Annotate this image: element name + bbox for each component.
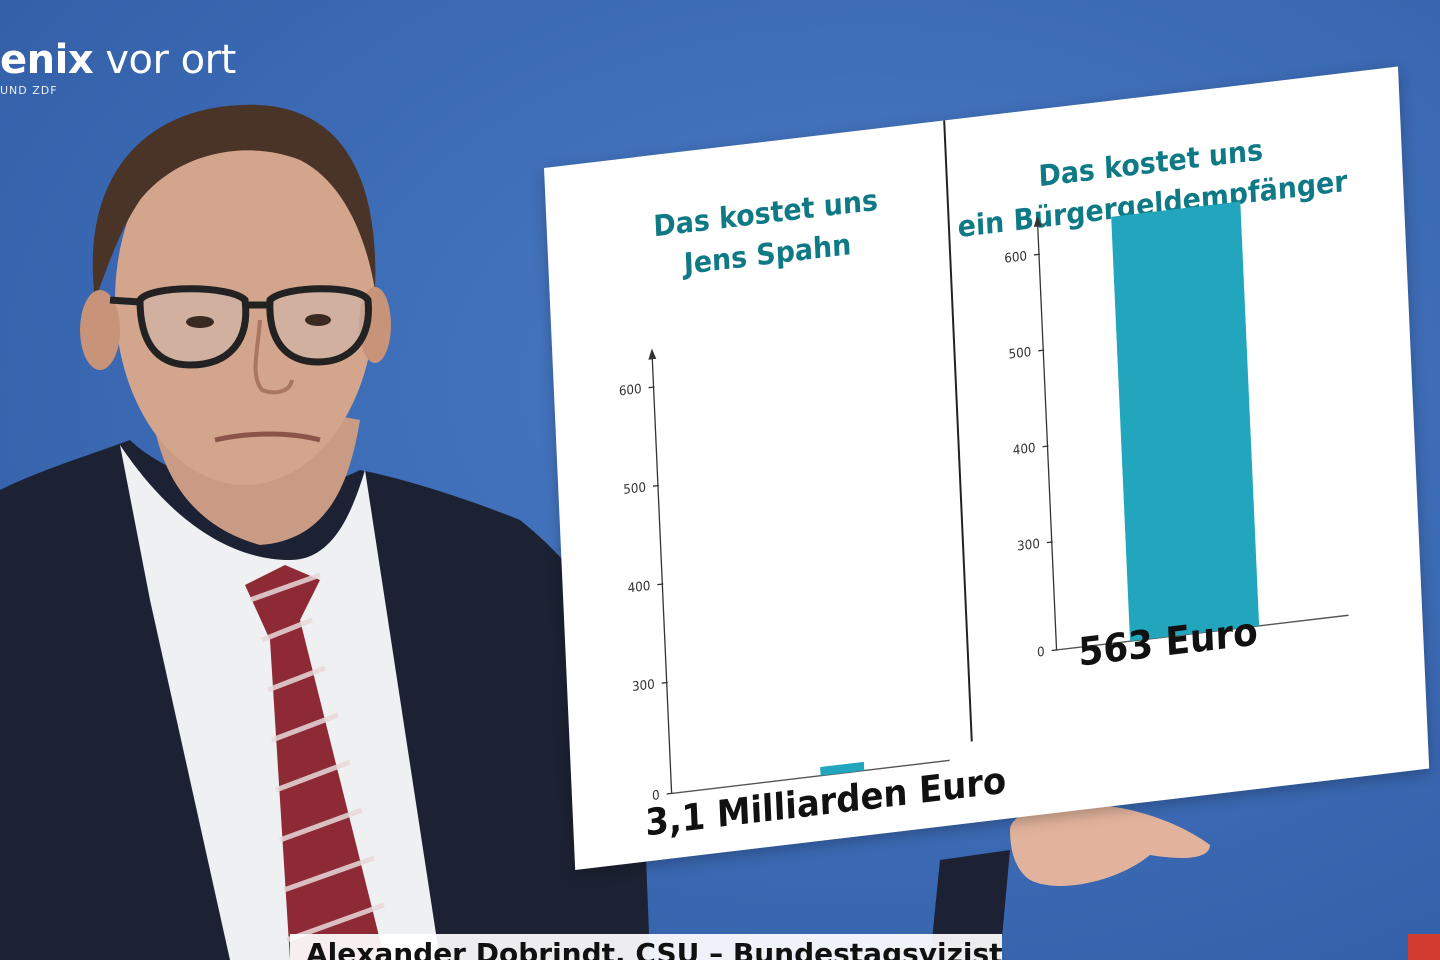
hand (1010, 803, 1210, 886)
chart-left-tick-label-400: 400 (627, 577, 650, 595)
chart-right-tick-label-400: 400 (1012, 439, 1035, 457)
panel-right-chart: 0 300 400 500 600 (1004, 201, 1349, 660)
mouth (214, 431, 321, 443)
chart-left-y-axis (651, 350, 673, 794)
ear-left (80, 290, 120, 370)
channel-logo-text: enix vor ort (0, 38, 236, 82)
chart-right-tick-600 (1033, 253, 1040, 256)
eye-left (186, 316, 214, 328)
chart-left-tick-label-300: 300 (632, 676, 655, 694)
sleeve (930, 850, 1010, 960)
chart-left-x-axis (671, 759, 950, 795)
channel-logo-light: vor ort (93, 37, 236, 83)
hair (92, 104, 376, 300)
panel-left-chart: 0 300 400 500 600 (619, 348, 950, 803)
channel-logo-sub: UND ZDF (0, 84, 58, 97)
lower-third-caption: Alexander Dobrindt, CSU – Bundestagsvizi… (290, 934, 1002, 960)
chart-left-tick-label-600: 600 (619, 380, 642, 398)
chart-left-y-axis-arrow (648, 348, 657, 360)
channel-logo-bold: enix (0, 37, 94, 83)
chart-left-tick-600 (648, 386, 655, 389)
chart-left-bar-0 (820, 761, 865, 776)
eye-right (305, 314, 331, 326)
tie-stripes (249, 572, 385, 943)
tie (245, 565, 385, 960)
chart-left-tick-400 (657, 583, 664, 586)
chart-left-tick-0 (666, 792, 673, 795)
chart-left-tick-300 (661, 681, 668, 684)
board-panel-left: Das kostet uns Jens Spahn 0 300 400 500 600 … (544, 121, 1007, 859)
chart-left-tick-500 (652, 484, 659, 487)
chart-right-tick-300 (1046, 541, 1053, 544)
nose (253, 319, 294, 395)
lower-third-text: Alexander Dobrindt, CSU – Bundestagsvizi… (306, 937, 1002, 960)
chart-right-tick-400 (1042, 445, 1049, 448)
chart-right-tick-label-500: 500 (1008, 344, 1031, 362)
chart-right-tick-500 (1038, 349, 1045, 352)
board-panel-right: Das kostet uns ein Bürgergeldempfänger 0… (947, 73, 1375, 811)
chart-right-y-axis (1036, 217, 1058, 651)
chart-right-tick-label-300: 300 (1017, 535, 1040, 553)
channel-logo: enix vor ort UND ZDF (0, 38, 236, 97)
presentation-board: Das kostet uns Jens Spahn 0 300 400 500 600 … (544, 66, 1430, 870)
chart-left-tick-label-0: 0 (652, 787, 660, 803)
chart-right-bar-0 (1111, 201, 1260, 642)
chart-right-y-axis-arrow (1033, 215, 1042, 228)
chart-right-tick-0 (1051, 649, 1058, 652)
chart-right-x-axis (1056, 614, 1349, 651)
chart-right-tick-label-600: 600 (1004, 248, 1027, 266)
corner-badge (1408, 934, 1440, 960)
chart-right-tick-label-0: 0 (1037, 643, 1045, 659)
chart-left-tick-label-500: 500 (623, 479, 646, 497)
